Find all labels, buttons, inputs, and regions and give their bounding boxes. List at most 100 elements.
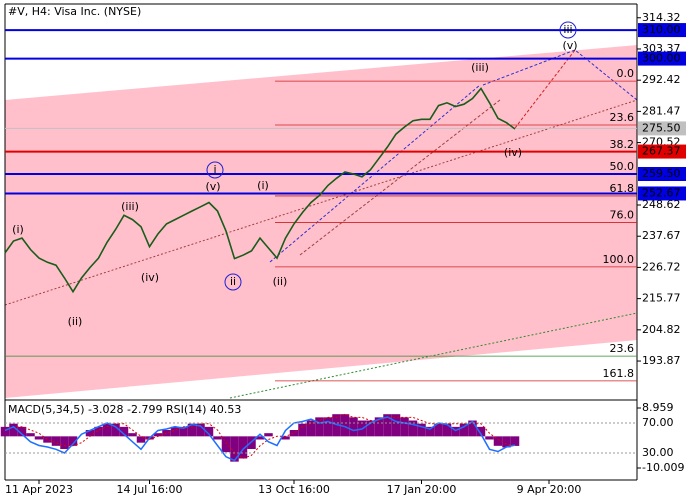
chart-title: #V, H4: Visa Inc. (NYSE) — [8, 5, 141, 18]
macd-bar — [179, 426, 188, 437]
macd-bar — [349, 417, 358, 437]
x-tick-label: 13 Oct 16:00 — [258, 483, 330, 496]
y-tick-label: 248.62 — [642, 198, 681, 211]
price-line — [4, 87, 516, 294]
macd-bar — [9, 423, 18, 437]
level-tag — [638, 51, 686, 66]
rsi-line — [4, 416, 516, 462]
level-label: 267.37 — [642, 145, 681, 158]
y-tick-label: 292.42 — [642, 73, 681, 86]
wave-circle — [559, 21, 577, 39]
macd-bar — [221, 436, 231, 453]
macd-bar — [366, 420, 375, 437]
wave-label: (iv) — [141, 271, 159, 284]
level-label: 259.50 — [642, 167, 681, 180]
trend-line — [299, 99, 501, 256]
macd-bar — [408, 420, 418, 437]
y2-tick-label: 30.00 — [642, 446, 674, 459]
macd-bar — [468, 420, 477, 437]
macd-bar — [85, 430, 95, 437]
macd-bar — [493, 436, 503, 446]
wave-label: ii — [230, 275, 236, 288]
macd-bar — [340, 414, 350, 437]
fib-label: 76.0 — [610, 208, 635, 221]
y-tick-label: -10.009 — [642, 461, 684, 474]
wave-label: (ii) — [68, 315, 83, 328]
level-tag — [638, 121, 686, 136]
macd-bar — [111, 423, 120, 437]
level-tag — [638, 186, 686, 201]
fib-label: 0.0 — [617, 67, 635, 80]
wave-label: (ii) — [273, 275, 288, 288]
macd-bar — [17, 426, 27, 437]
y2-tick-label: 70.00 — [642, 416, 674, 429]
forecast-line — [482, 49, 638, 101]
fib-label: 61.8 — [610, 182, 635, 195]
level-tag — [638, 23, 686, 38]
y-tick-label: 193.87 — [642, 354, 681, 367]
macd-bar — [102, 423, 112, 437]
wave-circle — [206, 161, 224, 179]
macd-bar — [264, 433, 273, 437]
indicator-title: MACD(5,34,5) -3.028 -2.799 RSI(14) 40.53 — [8, 403, 241, 416]
fib-label: 38.2 — [610, 138, 635, 151]
macd-bar — [170, 426, 180, 437]
fib-label: 23.6 — [610, 111, 635, 124]
macd-bar — [383, 414, 392, 437]
macd-bar — [68, 436, 78, 446]
macd-bar — [238, 436, 248, 459]
y-tick-label: 226.72 — [642, 260, 681, 273]
macd-bar — [442, 423, 452, 437]
macd-bar — [510, 436, 520, 446]
wave-label: (iii) — [121, 200, 139, 213]
macd-bar — [425, 426, 435, 437]
macd-bar — [502, 436, 511, 448]
wave-label: (i) — [257, 179, 269, 192]
channel — [5, 45, 637, 398]
macd-bar — [306, 420, 316, 437]
macd-bar — [187, 423, 197, 437]
level-label: 310.00 — [642, 23, 681, 36]
wave-label: i — [213, 163, 216, 176]
macd-bar — [94, 426, 103, 437]
macd-bar — [281, 436, 290, 440]
y-tick-label: 8.959 — [642, 401, 674, 414]
wave-label: (iii) — [471, 61, 489, 74]
macd-bar — [485, 436, 494, 440]
macd-bar — [451, 426, 460, 437]
macd-bar — [213, 436, 222, 440]
wave-label: (v) — [205, 180, 220, 193]
fib-label: 100.0 — [603, 253, 635, 266]
macd-bar — [0, 426, 10, 437]
level-label: 252.67 — [642, 186, 681, 199]
fib-label: 161.8 — [603, 367, 635, 380]
wave-label: (v) — [562, 39, 577, 52]
macd-bar — [43, 436, 52, 443]
x-tick-label: 11 Apr 2023 — [5, 483, 73, 496]
macd-bar — [298, 423, 307, 437]
signal-line — [4, 413, 516, 460]
macd-bar — [459, 423, 469, 437]
y-tick-label: 215.77 — [642, 292, 681, 305]
forecast-line — [514, 49, 576, 129]
macd-bar — [153, 433, 163, 437]
macd-bar — [255, 436, 265, 440]
macd-bar — [34, 436, 44, 440]
wave-label: (iv) — [504, 146, 522, 159]
macd-bar — [391, 414, 401, 437]
macd-bar — [230, 436, 239, 462]
macd-bar — [136, 436, 146, 443]
y-tick-label: 314.32 — [642, 11, 681, 24]
macd-bar — [162, 430, 171, 437]
fib-label: 23.6 — [610, 342, 635, 355]
macd-bar — [434, 423, 443, 437]
y-tick-label: 281.47 — [642, 104, 681, 117]
macd-bar — [315, 417, 324, 437]
wave-label: iii — [563, 23, 572, 36]
macd-bar — [204, 426, 214, 437]
y-tick-label: 204.82 — [642, 323, 681, 336]
macd-bar — [128, 433, 137, 437]
macd-bar — [196, 423, 205, 437]
fib-label: 50.0 — [610, 160, 635, 173]
